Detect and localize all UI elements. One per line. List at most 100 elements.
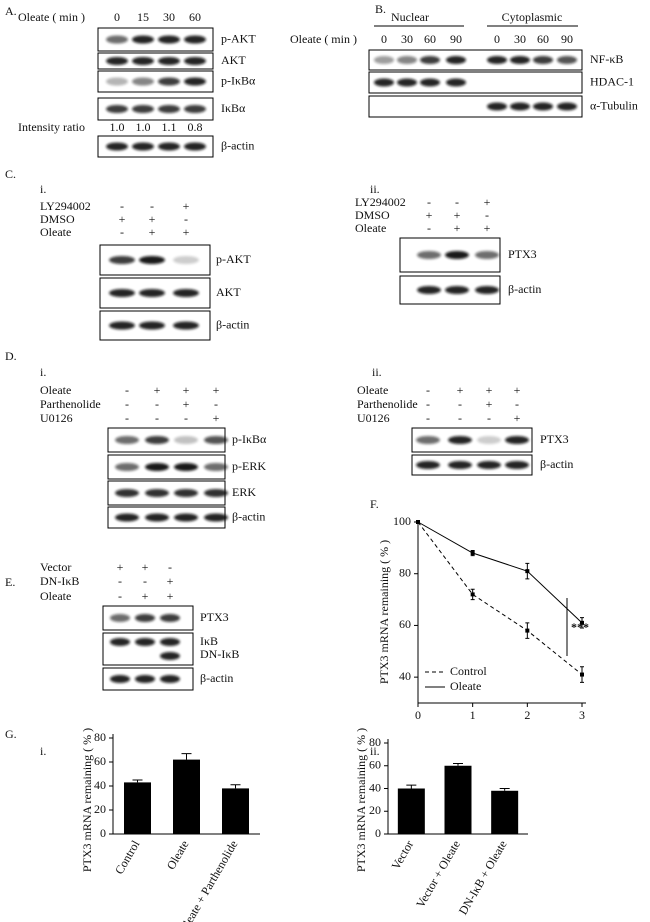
treatment-name: U0126 [40,411,73,425]
error-bar [499,788,510,791]
series-line [417,521,583,675]
blot-frame [368,49,583,71]
treatment-name: Oleate [355,221,386,235]
blot-label: PTX3 [540,432,569,446]
treatment-sign: - [487,411,491,425]
error-bar [230,784,241,789]
blot-band [557,102,577,111]
blot-band [477,461,501,469]
ratio-label: Intensity ratio [18,120,85,134]
treatment-sign: + [142,589,149,603]
blot-label: p-ERK [232,459,266,473]
blot-label: IκB [200,634,218,648]
blot-label: p-IκBα [232,432,267,446]
blot-band [475,251,499,259]
blot-band [160,675,180,683]
blot-band [160,614,180,622]
blot-band [160,638,180,646]
blot-band [477,436,501,444]
blot-frame [102,632,194,666]
blot-band [158,57,180,65]
point [525,628,530,633]
treatment-sign: + [183,397,190,411]
lane-label: 30 [163,10,175,24]
treatment-sign: - [458,397,462,411]
panel-label: F. [370,497,379,511]
blot-frame [97,27,214,52]
treatment-name: U0126 [357,411,390,425]
sub-label: i. [40,744,46,758]
ratio-value: 0.8 [188,120,203,134]
treatment-sign: - [120,199,124,213]
blot-band [533,102,553,111]
error-bar [453,762,463,766]
blot-band [374,56,394,64]
treatment-sign: + [514,383,521,397]
y-tick-label: 60 [369,758,381,772]
blot-label: AKT [221,53,246,67]
blot-band [475,286,499,294]
blot-band [557,56,577,64]
point [470,592,475,597]
lane-label: 90 [450,32,462,46]
sub-label: i. [40,365,46,379]
treatment-label: Oleate ( min ) [18,10,85,24]
blot-band [132,105,154,113]
y-tick-label: 40 [94,778,106,792]
blot-label: ERK [232,485,256,499]
y-tick-label: 20 [369,803,381,817]
x-tick-label: Vector + Oleate [413,838,463,910]
treatment-sign: - [150,199,154,213]
blot-band [174,489,198,497]
treatment-sign: - [184,212,188,226]
point [525,569,530,574]
point [470,551,475,556]
x-tick-label: Vector [389,838,417,872]
blot-band [184,57,206,65]
blot-band [115,513,139,522]
blot-band [448,461,472,469]
ratio-value: 1.0 [136,120,151,134]
x-tick-label: 1 [470,708,476,722]
x-tick-label: 2 [524,708,530,722]
panel-label: E. [5,575,15,589]
blot-label: β-actin [232,509,265,523]
blot-band [106,35,128,44]
blot-band [106,57,128,65]
treatment-sign: - [515,397,519,411]
blot-band [145,489,169,497]
panel-label: A. [5,4,17,18]
blot-band [184,105,206,113]
y-tick-label: 80 [369,735,381,749]
bar [222,788,249,834]
treatment-name: DMSO [40,212,75,226]
blot-band [173,256,199,264]
treatment-sign: - [426,383,430,397]
blot-band [109,256,135,264]
blot-band [109,289,135,297]
lane-label: 0 [494,32,500,46]
blot-label: α-Tubulin [590,98,638,112]
blot-band [115,463,139,471]
blot-band [204,489,228,497]
blot-label: PTX3 [508,247,537,261]
blot-label: IκBα [221,101,246,115]
sub-label: i. [40,182,46,196]
blot-band [510,102,530,111]
treatment-sign: - [120,225,124,239]
blot-band [132,57,154,65]
treatment-name: Vector [40,560,71,574]
treatment-sign: - [184,411,188,425]
panel-label: B. [375,2,386,16]
blot-band [445,286,469,294]
blot-band [145,463,169,471]
treatment-sign: - [427,221,431,235]
treatment-name: LY294002 [355,195,406,209]
treatment-label: Oleate ( min ) [290,32,357,46]
blot-band [204,513,228,522]
blot-frame [97,52,214,70]
treatment-sign: + [426,208,433,222]
blot-label: PTX3 [200,610,229,624]
bar [491,790,519,834]
